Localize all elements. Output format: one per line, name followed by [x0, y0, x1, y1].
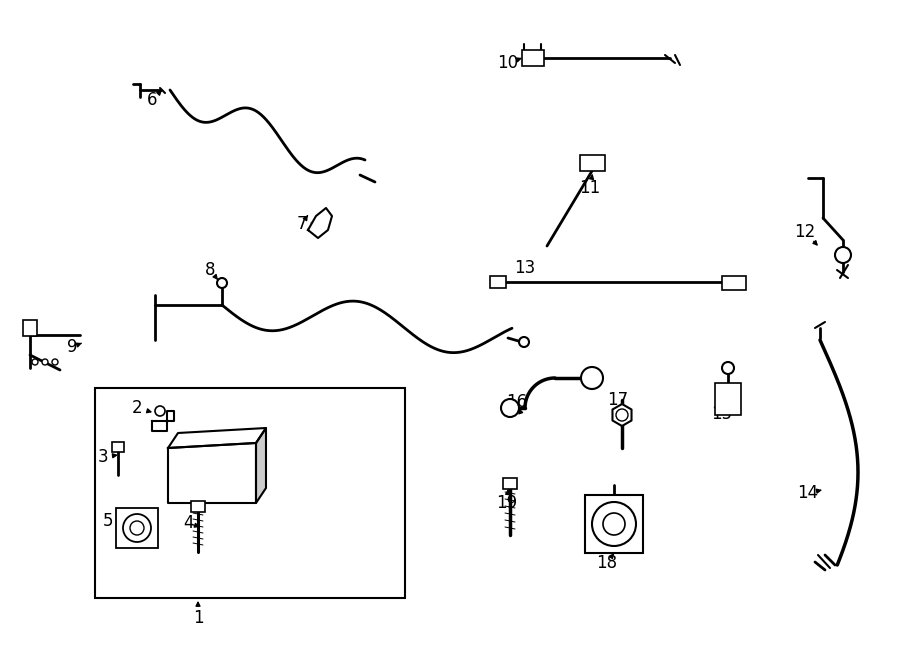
Text: 14: 14 [797, 484, 819, 502]
Bar [503, 478, 517, 489]
Polygon shape [168, 443, 256, 503]
Circle shape [52, 359, 58, 365]
Circle shape [616, 409, 628, 421]
Circle shape [581, 367, 603, 389]
Text: 1: 1 [193, 609, 203, 627]
Circle shape [123, 514, 151, 542]
Bar [722, 276, 746, 290]
Circle shape [32, 359, 38, 365]
Text: 6: 6 [147, 91, 158, 109]
Bar [95, 388, 405, 598]
Circle shape [603, 513, 625, 535]
Circle shape [722, 362, 734, 374]
Text: 10: 10 [498, 54, 518, 72]
Text: 2: 2 [131, 399, 142, 417]
Bar [23, 320, 37, 336]
Circle shape [592, 502, 636, 546]
Text: 15: 15 [711, 405, 733, 423]
Text: 9: 9 [67, 338, 77, 356]
Bar [580, 155, 605, 171]
Polygon shape [168, 428, 266, 448]
Text: 4: 4 [183, 514, 194, 532]
Text: 17: 17 [608, 391, 628, 409]
Text: 11: 11 [580, 179, 600, 197]
Text: 7: 7 [297, 215, 307, 233]
Text: 18: 18 [597, 554, 617, 572]
Text: 13: 13 [515, 259, 536, 277]
Text: 5: 5 [103, 512, 113, 530]
Bar [490, 276, 506, 288]
Circle shape [42, 359, 48, 365]
Text: 12: 12 [795, 223, 815, 241]
Circle shape [835, 247, 851, 263]
Polygon shape [308, 208, 332, 238]
Bar [116, 508, 158, 548]
Text: 8: 8 [205, 261, 215, 279]
Bar [522, 50, 544, 66]
Text: 16: 16 [507, 393, 527, 411]
Circle shape [217, 278, 227, 288]
Text: 3: 3 [98, 448, 108, 466]
Bar [112, 442, 124, 452]
Bar [715, 383, 741, 415]
Polygon shape [152, 411, 174, 431]
Circle shape [501, 399, 519, 417]
Polygon shape [613, 404, 632, 426]
Bar [191, 501, 205, 512]
Circle shape [130, 521, 144, 535]
Polygon shape [256, 428, 266, 503]
Bar [585, 495, 643, 553]
Circle shape [155, 406, 165, 416]
Text: 19: 19 [497, 494, 518, 512]
Circle shape [519, 337, 529, 347]
